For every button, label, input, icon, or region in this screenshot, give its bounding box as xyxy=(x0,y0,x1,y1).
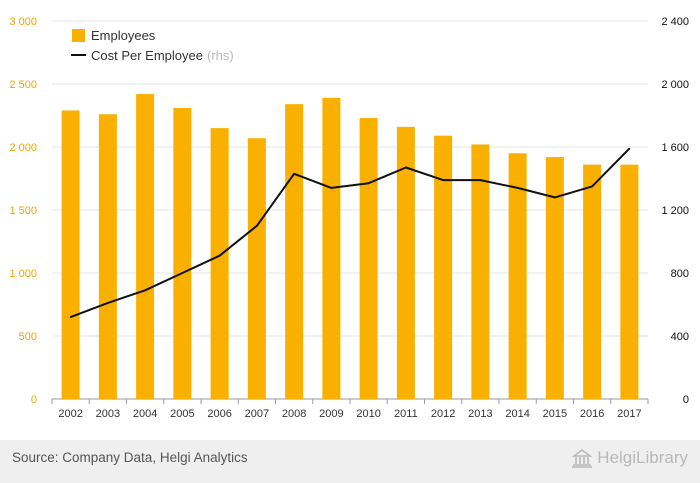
line-point-cost-per-employee xyxy=(405,166,407,169)
x-tick-label: 2008 xyxy=(282,408,306,420)
line-point-cost-per-employee xyxy=(256,224,258,227)
x-tick-label: 2015 xyxy=(543,408,567,420)
bar-employees xyxy=(359,118,378,400)
right-tick-label: 2 000 xyxy=(661,79,689,91)
x-tick-label: 2014 xyxy=(505,408,529,420)
line-point-cost-per-employee xyxy=(144,289,146,292)
bar-employees xyxy=(98,114,117,400)
line-point-cost-per-employee xyxy=(218,254,221,257)
source-note: Source: Company Data, Helgi Analytics xyxy=(12,450,248,465)
x-tick-label: 2011 xyxy=(394,408,418,420)
bar-employees xyxy=(173,107,192,399)
bar-employees xyxy=(247,138,266,399)
footer: Source: Company Data, Helgi Analytics He… xyxy=(0,440,700,483)
line-point-cost-per-employee xyxy=(181,272,184,274)
line-point-cost-per-employee xyxy=(330,187,333,189)
line-point-cost-per-employee xyxy=(554,196,556,199)
bar-employees xyxy=(545,157,564,399)
x-tick-label: 2002 xyxy=(58,408,82,420)
brand-logo: HelgiLibrary xyxy=(571,448,688,468)
bar-employees xyxy=(508,153,527,399)
bar-employees xyxy=(61,110,80,400)
left-tick-label: 2 000 xyxy=(9,142,37,154)
bar-series xyxy=(61,94,639,400)
bar-employees xyxy=(620,164,639,399)
bar-employees xyxy=(471,144,490,399)
bar-employees xyxy=(322,97,341,400)
axes: 0 500 1 000 1 500 2 000 2 500 3 000 0 400 800 1 20… xyxy=(9,16,689,420)
line-point-cost-per-employee xyxy=(516,187,519,189)
line-point-cost-per-employee xyxy=(69,316,72,318)
x-tick-label: 2005 xyxy=(170,408,194,420)
x-tick-label: 2004 xyxy=(133,408,157,420)
bar-employees xyxy=(396,126,415,399)
bar-employees xyxy=(210,128,229,399)
legend-employees-swatch xyxy=(72,29,85,42)
bar-employees xyxy=(434,135,453,399)
brand-name: HelgiLibrary xyxy=(597,448,688,467)
right-tick-label: 0 xyxy=(683,394,689,406)
line-point-cost-per-employee xyxy=(628,147,631,150)
x-tick-label: 2010 xyxy=(356,408,380,420)
chart: 0 500 1 000 1 500 2 000 2 500 3 000 0 400 800 1 20… xyxy=(9,16,689,420)
left-tick-label: 500 xyxy=(19,331,37,343)
left-tick-label: 1 000 xyxy=(9,268,37,280)
line-cost-per-employee xyxy=(70,147,631,319)
right-tick-label: 2 400 xyxy=(661,16,689,28)
line-point-cost-per-employee xyxy=(367,182,370,185)
x-tick-label: 2016 xyxy=(580,408,604,420)
x-tick-label: 2013 xyxy=(468,408,492,420)
bar-employees xyxy=(583,164,602,399)
legend-cost-label: Cost Per Employee (rhs) xyxy=(91,48,234,63)
x-tick-label: 2006 xyxy=(207,408,231,420)
legend: Employees Cost Per Employee (rhs) xyxy=(71,28,234,63)
bar-employees xyxy=(136,94,155,399)
line-point-cost-per-employee xyxy=(442,179,444,181)
right-tick-label: 800 xyxy=(671,268,689,280)
x-tick-label: 2003 xyxy=(96,408,120,420)
x-tick-label: 2012 xyxy=(431,408,455,420)
x-tick-label: 2009 xyxy=(319,408,343,420)
right-tick-label: 1 600 xyxy=(661,142,689,154)
left-tick-label: 0 xyxy=(31,394,37,406)
x-tick-label: 2017 xyxy=(617,408,641,420)
left-tick-label: 1 500 xyxy=(9,205,37,217)
x-tick-label: 2007 xyxy=(245,408,269,420)
left-tick-label: 2 500 xyxy=(9,79,37,91)
legend-employees-label: Employees xyxy=(91,28,156,43)
library-building-icon xyxy=(572,449,593,468)
right-tick-label: 1 200 xyxy=(661,205,689,217)
line-point-cost-per-employee xyxy=(107,302,109,304)
bar-employees xyxy=(285,104,304,399)
line-point-cost-per-employee xyxy=(591,185,593,188)
line-point-cost-per-employee xyxy=(479,179,482,181)
line-point-cost-per-employee xyxy=(293,172,295,175)
right-tick-label: 400 xyxy=(671,331,689,343)
left-tick-label: 3 000 xyxy=(9,16,37,28)
line-series xyxy=(69,147,631,319)
